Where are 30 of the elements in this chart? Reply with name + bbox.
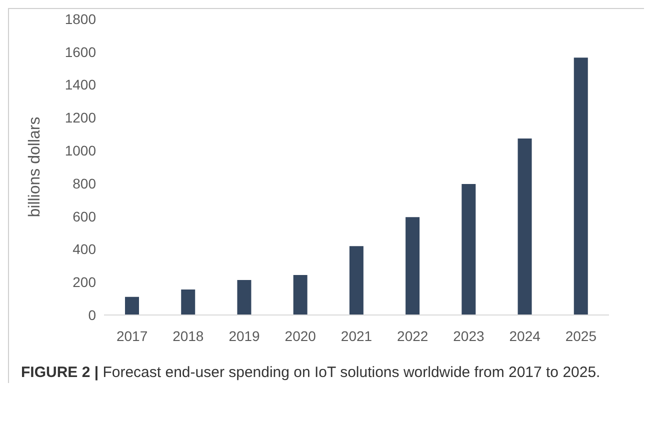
y-axis-title: billions dollars [26, 116, 44, 218]
bar [181, 290, 196, 315]
y-tick-label: 1000 [64, 142, 96, 159]
x-tick-label: 2023 [453, 328, 485, 344]
x-tick-label: 2020 [284, 328, 316, 344]
y-tick-label: 0 [88, 306, 96, 323]
y-tick-label: 1600 [64, 44, 96, 60]
bar [406, 217, 420, 315]
bar [293, 275, 308, 315]
bar [125, 296, 139, 315]
x-tick-label: 2019 [228, 328, 260, 344]
x-tick-label: 2024 [509, 328, 541, 344]
x-tick-label: 2022 [397, 328, 428, 344]
y-tick-label: 1400 [64, 76, 96, 93]
bar [574, 58, 588, 315]
y-tick-label: 400 [72, 241, 96, 258]
bar [237, 280, 252, 315]
y-tick-label: 200 [72, 274, 96, 290]
caption: FIGURE 2 | Forecast end-user spending on IoT solutions worldwide from 2017 to 2025. [21, 364, 600, 381]
bar [518, 138, 532, 315]
bar [462, 184, 476, 315]
y-tick-label: 600 [72, 208, 96, 224]
y-tick-label: 800 [72, 175, 96, 192]
x-tick-label: 2018 [172, 328, 204, 344]
y-tick-label: 1800 [64, 10, 96, 27]
bar [349, 246, 364, 315]
y-tick-label: 1200 [64, 110, 96, 126]
x-tick-label: 2021 [340, 328, 372, 344]
x-tick-label: 2017 [116, 328, 148, 344]
x-tick-label: 2025 [565, 328, 597, 344]
